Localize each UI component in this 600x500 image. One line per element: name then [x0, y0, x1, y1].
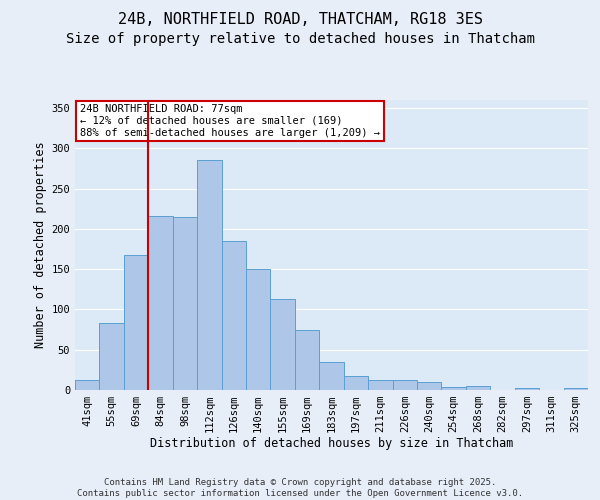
Text: Contains HM Land Registry data © Crown copyright and database right 2025.
Contai: Contains HM Land Registry data © Crown c… [77, 478, 523, 498]
X-axis label: Distribution of detached houses by size in Thatcham: Distribution of detached houses by size … [150, 436, 513, 450]
Bar [221, 241, 246, 390]
Bar [392, 380, 417, 390]
Bar [173, 217, 197, 390]
Y-axis label: Number of detached properties: Number of detached properties [34, 142, 47, 348]
Bar [515, 388, 539, 390]
Bar [442, 387, 466, 390]
Bar [368, 380, 392, 390]
Bar [197, 160, 221, 390]
Bar [100, 323, 124, 390]
Bar [271, 299, 295, 390]
Bar [466, 386, 490, 390]
Bar [295, 330, 319, 390]
Bar [417, 382, 442, 390]
Text: 24B, NORTHFIELD ROAD, THATCHAM, RG18 3ES: 24B, NORTHFIELD ROAD, THATCHAM, RG18 3ES [118, 12, 482, 28]
Bar [148, 216, 173, 390]
Bar [344, 376, 368, 390]
Bar [124, 256, 148, 390]
Bar [563, 388, 588, 390]
Bar [319, 362, 344, 390]
Text: 24B NORTHFIELD ROAD: 77sqm
← 12% of detached houses are smaller (169)
88% of sem: 24B NORTHFIELD ROAD: 77sqm ← 12% of deta… [80, 104, 380, 138]
Text: Size of property relative to detached houses in Thatcham: Size of property relative to detached ho… [65, 32, 535, 46]
Bar [75, 380, 100, 390]
Bar [246, 269, 271, 390]
